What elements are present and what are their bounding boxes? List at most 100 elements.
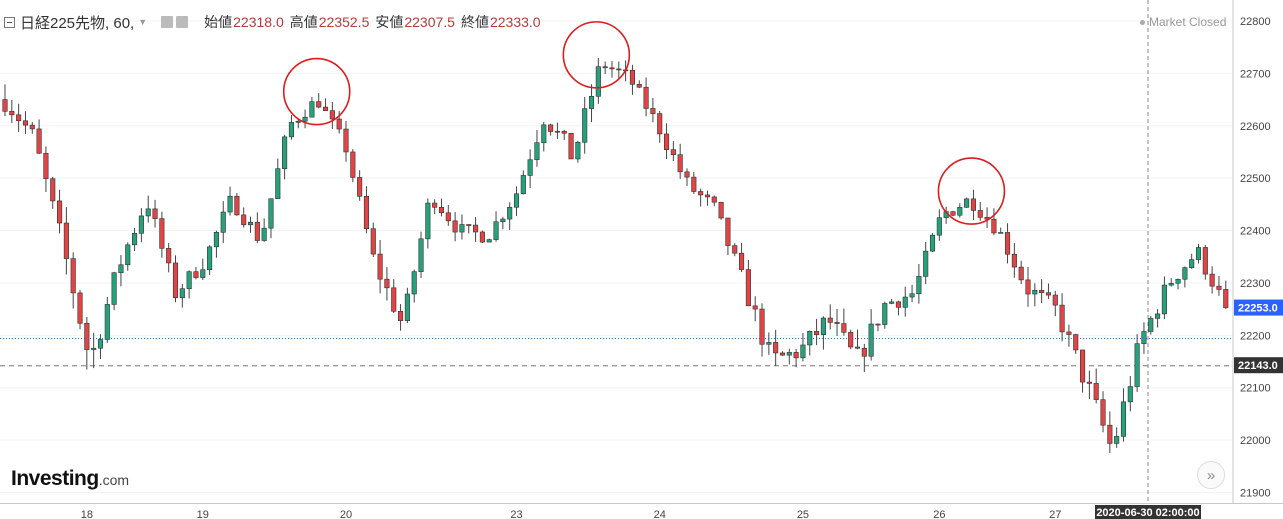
candle-body (786, 352, 792, 356)
candle-body (1161, 284, 1167, 315)
candle-body (473, 224, 479, 233)
settings-icon[interactable] (176, 16, 189, 28)
price-tags: 22253.0 22143.0 2020-06-30 02:00:00 (1095, 299, 1283, 519)
status-dot-icon (1140, 19, 1145, 25)
candle-body (97, 339, 104, 349)
candle-body (882, 303, 888, 325)
candle-body (977, 210, 983, 218)
current-price-label: 22253.0 (1238, 303, 1278, 315)
candle-body (1209, 273, 1215, 287)
price-level-lines (0, 337, 1233, 367)
candle-body (541, 124, 547, 144)
scroll-to-realtime-button[interactable]: » (1197, 461, 1225, 489)
x-tick-label: 19 (197, 509, 209, 519)
candle-body (70, 258, 76, 294)
candle-body (275, 168, 281, 199)
candle-body (1175, 278, 1181, 284)
candle-body (193, 271, 199, 278)
market-status-text: Market Closed (1149, 15, 1227, 29)
candle-body (1073, 334, 1079, 351)
candle-body (104, 304, 110, 340)
candle-body (909, 293, 915, 298)
candle-body (827, 317, 833, 323)
candle-body (752, 305, 758, 310)
candle-body (691, 176, 697, 192)
candle-body (923, 250, 929, 277)
candle-body (486, 239, 492, 243)
candle-body (295, 120, 301, 123)
y-tick-label: 22200 (1240, 330, 1271, 342)
candle-body (1100, 399, 1106, 426)
candle-body (616, 68, 622, 71)
candle-body (848, 332, 854, 348)
candle-body (36, 128, 42, 154)
candlestick-series (2, 57, 1229, 453)
candle-body (1004, 232, 1011, 255)
candle-body (1127, 386, 1133, 403)
candle-body (854, 346, 861, 349)
collapse-icon[interactable] (4, 16, 15, 28)
candle-body (745, 269, 751, 307)
candle-body (1011, 253, 1017, 268)
candle-body (2, 99, 8, 112)
low-label: 安値 (375, 14, 404, 30)
candle-body (207, 246, 213, 271)
candle-body (145, 208, 151, 217)
candle-body (1018, 266, 1024, 281)
candle-body (759, 308, 765, 345)
candle-body (548, 124, 554, 132)
y-tick-label: 22600 (1240, 121, 1271, 133)
candle-body (493, 221, 499, 240)
crosshair-price-tag (1234, 357, 1283, 374)
market-status: Market Closed (1140, 15, 1226, 29)
candle-body (1080, 349, 1086, 383)
candle-body (16, 114, 22, 122)
candle-body (916, 276, 922, 295)
x-tick-label: 27 (1049, 509, 1061, 519)
candle-body (138, 215, 144, 234)
candle-body (329, 110, 335, 120)
candle-body (200, 269, 206, 278)
candle-body (91, 347, 97, 350)
candle-body (554, 130, 560, 133)
candle-body (1107, 424, 1113, 444)
candle-body (902, 296, 908, 308)
candle-body (1059, 304, 1065, 333)
candle-body (1168, 282, 1174, 286)
candle-body (670, 149, 676, 155)
candle-body (534, 142, 540, 161)
candle-body (384, 278, 390, 289)
x-tick-label: 26 (933, 509, 945, 519)
candle-body (513, 193, 520, 208)
open-value: 22318.0 (233, 14, 284, 30)
y-tick-label: 22300 (1240, 278, 1271, 290)
crosshair-price-label: 22143.0 (1238, 360, 1278, 372)
chevron-down-icon[interactable]: ▼ (138, 17, 148, 27)
candle-body (350, 151, 356, 178)
highlight-circle (937, 157, 1006, 225)
candle-body (1134, 343, 1140, 387)
y-tick-label: 22500 (1240, 173, 1271, 185)
y-tick-label: 22000 (1240, 435, 1271, 447)
candle-body (57, 200, 63, 224)
candle-body (166, 248, 172, 264)
candle-body (507, 206, 513, 220)
candle-body (445, 212, 451, 222)
candle-body (1223, 289, 1229, 308)
candle-body (807, 330, 813, 346)
eye-icon[interactable] (161, 16, 174, 28)
highlight-circle (562, 21, 631, 89)
candle-body (241, 214, 247, 226)
symbol-title[interactable]: 日経225先物, 60, (20, 14, 135, 32)
x-tick-label: 18 (81, 509, 93, 519)
candle-body (1216, 285, 1222, 290)
y-tick-label: 22700 (1240, 68, 1271, 80)
candle-body (186, 271, 192, 289)
candle-body (820, 317, 826, 336)
candle-body (370, 228, 376, 255)
crosshair-time-label: 2020-06-30 02:00:00 (1096, 507, 1199, 519)
candle-body (575, 141, 581, 160)
candle-body (343, 128, 349, 153)
x-tick-label: 23 (510, 509, 522, 519)
